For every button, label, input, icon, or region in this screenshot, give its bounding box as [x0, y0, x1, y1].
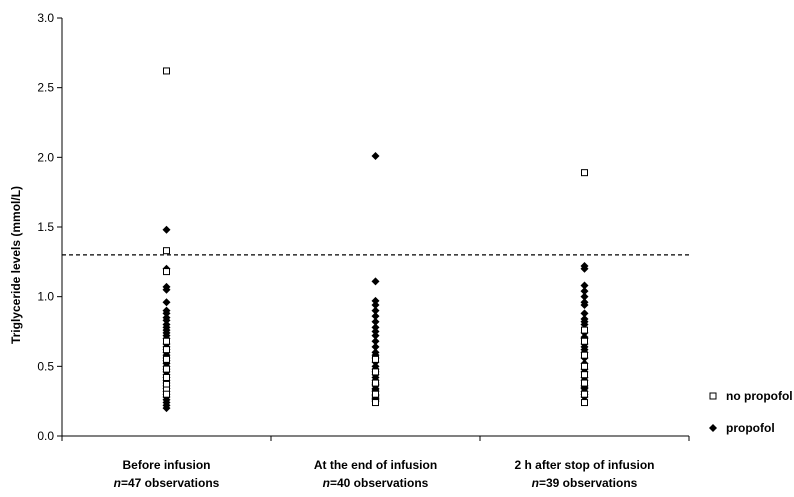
data-point-propofol [162, 316, 171, 325]
data-point-propofol [371, 301, 380, 310]
data-point-propofol [371, 277, 380, 286]
legend-marker-propofol [709, 424, 717, 432]
category-label: 2 h after stop of infusion [515, 458, 655, 472]
data-point-propofol [371, 342, 380, 351]
data-point-propofol [162, 309, 171, 318]
y-tick-label: 2.5 [37, 81, 54, 95]
legend-label: no propofol [726, 389, 793, 403]
data-point-no-propofol [163, 365, 170, 373]
data-point-no-propofol [372, 368, 379, 376]
data-point-propofol [162, 285, 171, 294]
y-tick-label: 0.0 [37, 429, 54, 443]
data-point-propofol [580, 309, 589, 318]
data-point-no-propofol [581, 390, 588, 398]
data-point-no-propofol [581, 379, 588, 387]
data-point-no-propofol [581, 351, 588, 359]
data-point-no-propofol [163, 337, 170, 345]
legend: no propofol propofol [709, 389, 793, 435]
data-point-propofol [371, 331, 380, 340]
data-point-no-propofol [163, 268, 170, 276]
data-point-propofol [580, 342, 589, 351]
data-point-propofol [580, 264, 589, 273]
y-tick-label: 2.0 [37, 150, 54, 164]
data-point-propofol [580, 292, 589, 301]
data-point-no-propofol [163, 355, 170, 363]
data-point-no-propofol [581, 169, 588, 177]
category-n-label: n=47 observations [114, 476, 220, 490]
y-tick-label: 1.5 [37, 220, 54, 234]
data-point-propofol [580, 317, 589, 326]
category-label: Before infusion [122, 458, 210, 472]
data-point-no-propofol [372, 399, 379, 407]
x-axis: Before infusion n=47 observations At the e… [61, 435, 690, 490]
data-point-propofol [371, 337, 380, 346]
data-points [162, 67, 589, 413]
data-point-propofol [162, 298, 171, 307]
data-point-propofol [371, 327, 380, 336]
category-n-label: n=39 observations [532, 476, 638, 490]
y-axis-title: Triglyceride levels (mmol/L) [9, 186, 23, 344]
y-tick-label: 0.5 [37, 359, 54, 373]
data-point-no-propofol [163, 67, 170, 75]
data-point-no-propofol [163, 247, 170, 255]
category-n-label: n=40 observations [323, 476, 429, 490]
y-tick-label: 3.0 [37, 11, 54, 25]
data-point-propofol [371, 151, 380, 160]
y-axis: 0.0 0.5 1.0 1.5 2.0 2.5 3.0 [37, 11, 63, 443]
data-point-propofol [580, 301, 589, 310]
data-point-propofol [162, 404, 171, 413]
data-point-no-propofol [372, 390, 379, 398]
data-point-no-propofol [581, 399, 588, 407]
data-point-no-propofol [581, 362, 588, 370]
data-point-propofol [371, 312, 380, 321]
data-point-no-propofol [163, 346, 170, 354]
data-point-propofol [371, 296, 380, 305]
data-point-no-propofol [581, 371, 588, 379]
y-tick-label: 1.0 [37, 290, 54, 304]
legend-marker-no-propofol [709, 392, 717, 400]
data-point-no-propofol [163, 390, 170, 398]
data-point-no-propofol [372, 355, 379, 363]
data-point-propofol [580, 281, 589, 290]
legend-label: propofol [726, 421, 775, 435]
data-point-propofol [371, 323, 380, 332]
data-point-propofol [371, 306, 380, 315]
data-point-no-propofol [581, 326, 588, 334]
data-point-propofol [371, 317, 380, 326]
data-point-propofol [162, 225, 171, 234]
data-point-no-propofol [581, 337, 588, 345]
data-point-no-propofol [372, 379, 379, 387]
data-point-propofol [580, 287, 589, 296]
category-label: At the end of infusion [314, 458, 437, 472]
data-point-no-propofol [163, 373, 170, 381]
